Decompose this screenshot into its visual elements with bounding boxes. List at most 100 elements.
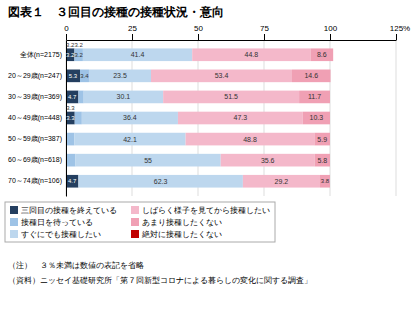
legend-item: 接種日を待っている bbox=[10, 218, 93, 227]
data-label: 41.4 bbox=[131, 51, 145, 58]
bar bbox=[192, 48, 310, 61]
bar bbox=[330, 112, 331, 125]
bar bbox=[333, 48, 334, 61]
bar bbox=[243, 175, 320, 188]
data-label: 42.1 bbox=[123, 136, 137, 143]
grid-line bbox=[396, 40, 397, 196]
bar bbox=[330, 154, 331, 167]
bar bbox=[66, 133, 74, 146]
data-label: 55 bbox=[144, 157, 152, 164]
bar bbox=[151, 70, 292, 83]
data-label: 30.1 bbox=[117, 93, 131, 100]
bar bbox=[292, 70, 331, 83]
bar bbox=[82, 112, 178, 125]
series bbox=[151, 48, 320, 187]
y-tick: 60～69歳(n=618) bbox=[8, 156, 66, 164]
data-label: 11.7 bbox=[308, 93, 321, 100]
data-label: 62.3 bbox=[154, 178, 168, 185]
bar bbox=[310, 48, 333, 61]
bar bbox=[303, 112, 330, 125]
annotation: 3.3 bbox=[66, 105, 75, 111]
x-tick: 125 bbox=[390, 24, 404, 40]
title: 図表１ ３回目の接種の接種状況・意向 bbox=[8, 5, 224, 19]
bar bbox=[84, 91, 163, 104]
x-tick-label: 100 bbox=[324, 24, 338, 33]
x-tick-label: 25 bbox=[128, 24, 137, 33]
legend: 三回目の接種を終えている接種日を待っているすぐにでも接種したいしばらく様子を見て… bbox=[5, 202, 275, 242]
y-axis: 全体(n=2175)20～29歳(n=247)30～39歳(n=369)40～4… bbox=[8, 41, 66, 197]
data-label: 53.4 bbox=[215, 72, 229, 79]
note: （資料）ニッセイ基礎研究所「第７回新型コロナによる暮らしの変化に関する調査」 bbox=[8, 276, 312, 285]
x-tick: 50 bbox=[194, 24, 203, 40]
data-label: 4.7 bbox=[68, 178, 77, 184]
data-label: 29.2 bbox=[275, 178, 289, 185]
data-label: 36.4 bbox=[123, 114, 137, 121]
x-tick-line bbox=[396, 34, 397, 40]
bar bbox=[74, 48, 82, 61]
legend-label: しばらく様子を見てから接種したい bbox=[142, 206, 270, 215]
y-tick: 50～59歳(n=387) bbox=[8, 135, 66, 143]
legend-item: あまり接種したくない bbox=[131, 218, 222, 227]
bar bbox=[163, 91, 299, 104]
y-tick: 40～49歳(n=448) bbox=[8, 114, 66, 122]
y-tick-label: 60～69歳(n=618) bbox=[8, 156, 62, 164]
y-tick: 20～29歳(n=247) bbox=[8, 72, 66, 80]
data-labels: 3.25.34.73.34.73.23.441.423.530.136.442.… bbox=[66, 51, 330, 184]
data-label: 35.6 bbox=[261, 157, 275, 164]
legend-swatch bbox=[131, 206, 139, 214]
data-label: 14.6 bbox=[304, 72, 318, 79]
legend-item: しばらく様子を見てから接種したい bbox=[131, 206, 270, 215]
series bbox=[292, 48, 333, 187]
data-label: 4.7 bbox=[68, 94, 77, 100]
data-label: 5.9 bbox=[317, 136, 327, 143]
x-tick-label: 125 bbox=[390, 24, 404, 33]
legend-item: 三回目の接種を終えている bbox=[10, 206, 117, 215]
bar bbox=[75, 112, 82, 125]
bar bbox=[78, 91, 83, 104]
bar bbox=[186, 133, 315, 146]
bar bbox=[80, 70, 89, 83]
legend-swatch bbox=[131, 230, 139, 238]
series bbox=[66, 48, 89, 166]
bar bbox=[66, 70, 80, 83]
y-tick-label: 40～49歳(n=448) bbox=[8, 114, 62, 122]
data-label: 10.3 bbox=[310, 114, 324, 121]
bar bbox=[178, 112, 303, 125]
bar bbox=[66, 175, 78, 188]
annotation: 3.2 bbox=[75, 42, 84, 48]
y-tick-label: 全体(n=2175) bbox=[20, 51, 62, 59]
x-tick-label: 0 bbox=[64, 24, 69, 33]
legend-label: 三回目の接種を終えている bbox=[21, 206, 117, 215]
bar bbox=[221, 154, 315, 167]
data-label: 48.8 bbox=[243, 136, 257, 143]
y-tick-label: 70～74歳(n=106) bbox=[8, 177, 62, 185]
bar bbox=[89, 70, 151, 83]
y-tick-label: 20～29歳(n=247) bbox=[8, 72, 62, 80]
legend-swatch bbox=[131, 218, 139, 226]
data-label: 3.3 bbox=[66, 115, 75, 121]
bar bbox=[299, 91, 330, 104]
x-tick: 100 bbox=[324, 24, 338, 40]
legend-swatch bbox=[10, 218, 18, 226]
bar bbox=[330, 175, 331, 188]
y-tick: 70～74歳(n=106) bbox=[8, 177, 66, 185]
x-tick-line bbox=[198, 34, 199, 40]
chart-container: 図表１ ３回目の接種の接種状況・意向0255075100125%全体(n=217… bbox=[0, 0, 412, 326]
x-axis-line bbox=[67, 40, 397, 41]
bar bbox=[76, 154, 221, 167]
bar bbox=[66, 48, 74, 61]
x-tick-line bbox=[264, 34, 265, 40]
x-tick-line bbox=[66, 34, 67, 40]
grid bbox=[66, 40, 396, 196]
legend-label: あまり接種したくない bbox=[142, 218, 222, 227]
annotations: 3.23.23.3 bbox=[66, 42, 83, 111]
x-axis-label: % bbox=[403, 24, 410, 33]
bar bbox=[83, 48, 192, 61]
bar bbox=[66, 91, 78, 104]
bars bbox=[66, 48, 333, 187]
bar bbox=[314, 133, 330, 146]
x-axis: 0255075100125 bbox=[64, 24, 403, 41]
chart-svg: 図表１ ３回目の接種の接種状況・意向0255075100125%全体(n=217… bbox=[0, 0, 412, 326]
legend-swatch bbox=[10, 230, 18, 238]
legend-frame bbox=[5, 202, 275, 242]
